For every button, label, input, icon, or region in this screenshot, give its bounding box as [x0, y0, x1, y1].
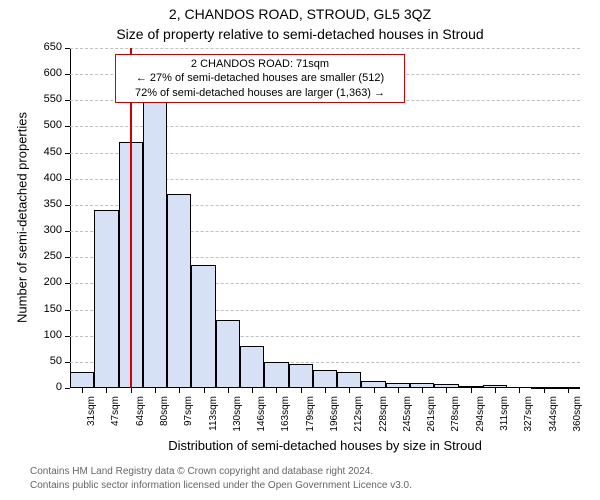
x-tick — [82, 388, 83, 393]
y-tick — [65, 310, 70, 311]
x-tick-label: 97sqm — [183, 396, 194, 456]
x-tick — [398, 388, 399, 393]
y-tick — [65, 388, 70, 389]
x-tick-label: 179sqm — [305, 396, 316, 456]
x-tick-label: 47sqm — [110, 396, 121, 456]
gridline — [70, 48, 580, 49]
x-tick — [106, 388, 107, 393]
x-tick — [519, 388, 520, 393]
annotation-box: 2 CHANDOS ROAD: 71sqm ← 27% of semi-deta… — [115, 54, 405, 103]
x-tick-label: 80sqm — [159, 396, 170, 456]
histogram-bar — [167, 194, 191, 388]
y-tick-label: 600 — [32, 67, 62, 79]
x-tick — [325, 388, 326, 393]
histogram-bar — [264, 362, 288, 388]
y-tick-label: 200 — [32, 276, 62, 288]
y-tick — [65, 153, 70, 154]
x-tick-label: 64sqm — [135, 396, 146, 456]
x-tick-label: 146sqm — [256, 396, 267, 456]
x-tick-label: 31sqm — [86, 396, 97, 456]
y-tick-label: 650 — [32, 41, 62, 53]
y-axis-label: Number of semi-detached properties — [15, 88, 30, 348]
y-tick-label: 350 — [32, 198, 62, 210]
y-tick — [65, 179, 70, 180]
x-tick — [204, 388, 205, 393]
x-tick-label: 113sqm — [208, 396, 219, 456]
y-tick — [65, 126, 70, 127]
footer-line-1: Contains HM Land Registry data © Crown c… — [30, 466, 373, 477]
x-tick-label: 228sqm — [378, 396, 389, 456]
y-tick-label: 500 — [32, 119, 62, 131]
histogram-bar — [289, 364, 313, 388]
y-tick — [65, 231, 70, 232]
y-tick-label: 50 — [32, 355, 62, 367]
y-tick-label: 550 — [32, 93, 62, 105]
y-tick — [65, 336, 70, 337]
y-tick-label: 100 — [32, 329, 62, 341]
histogram-bar — [337, 372, 361, 388]
x-tick-label: 311sqm — [499, 396, 510, 456]
y-tick-label: 0 — [32, 381, 62, 393]
x-tick-label: 163sqm — [280, 396, 291, 456]
histogram-bar — [94, 210, 118, 388]
x-tick — [301, 388, 302, 393]
y-tick — [65, 362, 70, 363]
x-tick-label: 261sqm — [426, 396, 437, 456]
histogram-bar — [216, 320, 240, 388]
y-tick-label: 400 — [32, 172, 62, 184]
x-tick-label: 196sqm — [329, 396, 340, 456]
y-tick — [65, 74, 70, 75]
chart-container: 2, CHANDOS ROAD, STROUD, GL5 3QZ Size of… — [0, 0, 600, 500]
x-tick — [155, 388, 156, 393]
x-tick — [228, 388, 229, 393]
histogram-bar — [191, 265, 215, 388]
histogram-bar — [143, 98, 167, 388]
x-tick-label: 130sqm — [232, 396, 243, 456]
annotation-line-2: ← 27% of semi-detached houses are smalle… — [120, 71, 400, 85]
x-tick — [446, 388, 447, 393]
y-tick — [65, 205, 70, 206]
histogram-bar — [240, 346, 264, 388]
annotation-line-3: 72% of semi-detached houses are larger (… — [120, 86, 400, 100]
y-tick-label: 300 — [32, 224, 62, 236]
x-tick — [422, 388, 423, 393]
x-tick — [179, 388, 180, 393]
footer-line-2: Contains public sector information licen… — [30, 480, 412, 491]
y-tick-label: 150 — [32, 303, 62, 315]
chart-title: Size of property relative to semi-detach… — [0, 26, 600, 42]
x-tick — [252, 388, 253, 393]
x-tick — [495, 388, 496, 393]
histogram-bar — [70, 372, 94, 388]
annotation-line-1: 2 CHANDOS ROAD: 71sqm — [120, 57, 400, 71]
x-tick — [374, 388, 375, 393]
y-tick — [65, 257, 70, 258]
x-tick-label: 245sqm — [402, 396, 413, 456]
x-tick-label: 360sqm — [572, 396, 583, 456]
y-tick — [65, 283, 70, 284]
x-tick — [544, 388, 545, 393]
x-tick — [131, 388, 132, 393]
histogram-bar — [361, 381, 385, 388]
x-tick-label: 327sqm — [523, 396, 534, 456]
x-tick — [471, 388, 472, 393]
y-tick-label: 450 — [32, 146, 62, 158]
y-tick — [65, 100, 70, 101]
histogram-bar — [313, 370, 337, 388]
x-tick — [276, 388, 277, 393]
x-tick-label: 212sqm — [353, 396, 364, 456]
x-tick-label: 278sqm — [450, 396, 461, 456]
y-tick — [65, 48, 70, 49]
y-tick-label: 250 — [32, 250, 62, 262]
x-tick — [568, 388, 569, 393]
x-tick — [349, 388, 350, 393]
x-tick-label: 294sqm — [475, 396, 486, 456]
x-tick-label: 344sqm — [548, 396, 559, 456]
chart-super-title: 2, CHANDOS ROAD, STROUD, GL5 3QZ — [0, 6, 600, 22]
